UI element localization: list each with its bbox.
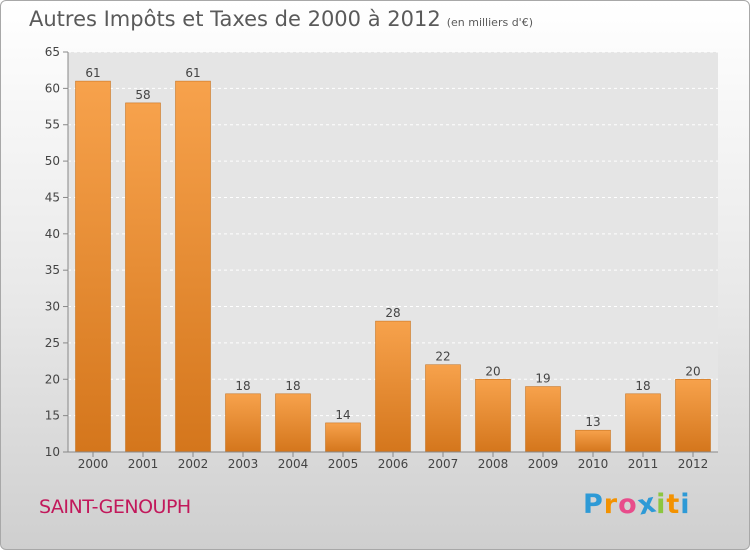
data-label-2000: 61 — [85, 66, 100, 80]
data-label-2007: 22 — [435, 350, 450, 364]
x-tick-label-2005: 2005 — [328, 457, 359, 471]
y-tick-label: 40 — [45, 227, 60, 241]
logo-letter: r — [603, 489, 619, 520]
bar-2003 — [225, 393, 261, 453]
bar-2005 — [325, 422, 361, 453]
y-tick-label: 10 — [45, 445, 60, 459]
logo-letter: i — [656, 489, 667, 520]
y-tick-label: 45 — [45, 190, 60, 204]
bar-2012 — [675, 379, 711, 453]
y-tick-label: 55 — [45, 118, 60, 132]
x-tick-label-2011: 2011 — [628, 457, 659, 471]
bar-2004 — [275, 393, 311, 453]
x-tick-label-2001: 2001 — [128, 457, 159, 471]
y-axis: 10 15 20 25 30 35 40 45 50 55 60 65 — [45, 45, 69, 459]
x-axis: 2000 2001 2002 2003 2004 2005 2006 2007 2008 2009… — [68, 451, 718, 471]
y-tick-label: 50 — [45, 154, 60, 168]
logo-letter: P — [583, 489, 604, 520]
logo-letter: t — [666, 489, 681, 520]
x-tick-label-2007: 2007 — [428, 457, 459, 471]
y-tick-label: 30 — [45, 300, 60, 314]
bar-2000 — [75, 80, 111, 453]
y-tick-label: 20 — [45, 372, 60, 386]
data-label-2003: 18 — [235, 379, 250, 393]
logo-letter: o — [618, 489, 638, 520]
y-tick-label: 15 — [45, 409, 60, 423]
data-label-2005: 14 — [335, 408, 350, 422]
x-tick-label-2012: 2012 — [678, 457, 709, 471]
title-text: Autres Impôts et Taxes de 2000 à 2012 — [29, 7, 441, 31]
proxiti-logo: Proxiti — [583, 487, 691, 521]
x-tick-label-2002: 2002 — [178, 457, 209, 471]
data-label-2001: 58 — [135, 88, 150, 102]
x-tick-label-2004: 2004 — [278, 457, 309, 471]
data-labels: 61 58 61 18 18 14 28 22 20 19 13 18 20 — [85, 66, 700, 429]
data-label-2006: 28 — [385, 306, 400, 320]
bar-2009 — [525, 386, 561, 453]
x-tick-label-2000: 2000 — [78, 457, 109, 471]
x-tick-label-2003: 2003 — [228, 457, 259, 471]
data-label-2012: 20 — [685, 364, 700, 378]
y-tick-label: 60 — [45, 81, 60, 95]
data-label-2010: 13 — [585, 415, 600, 429]
data-label-2008: 20 — [485, 364, 500, 378]
bar-2001 — [125, 102, 161, 453]
commune-name: SAINT-GENOUPH — [39, 496, 191, 518]
bar-2006 — [375, 320, 411, 453]
x-tick-label-2008: 2008 — [478, 457, 509, 471]
data-label-2004: 18 — [285, 379, 300, 393]
data-label-2002: 61 — [185, 66, 200, 80]
x-tick-label-2006: 2006 — [378, 457, 409, 471]
x-tick-label-2010: 2010 — [578, 457, 609, 471]
bar-2002 — [175, 80, 211, 453]
data-label-2009: 19 — [535, 372, 550, 386]
chart-subtitle: (en milliers d'€) — [446, 16, 533, 29]
logo-letter: i — [680, 489, 691, 520]
data-label-2011: 18 — [635, 379, 650, 393]
bar-2011 — [625, 393, 661, 453]
x-tick-label-2009: 2009 — [528, 457, 559, 471]
bar-2010 — [575, 429, 611, 453]
bars — [75, 80, 711, 453]
chart-title: Autres Impôts et Taxes de 2000 à 2012 (en… — [29, 7, 533, 31]
y-tick-label: 65 — [45, 45, 60, 59]
bar-2008 — [475, 379, 511, 453]
bar-2007 — [425, 364, 461, 453]
y-tick-label: 25 — [45, 336, 60, 350]
y-tick-label: 35 — [45, 263, 60, 277]
